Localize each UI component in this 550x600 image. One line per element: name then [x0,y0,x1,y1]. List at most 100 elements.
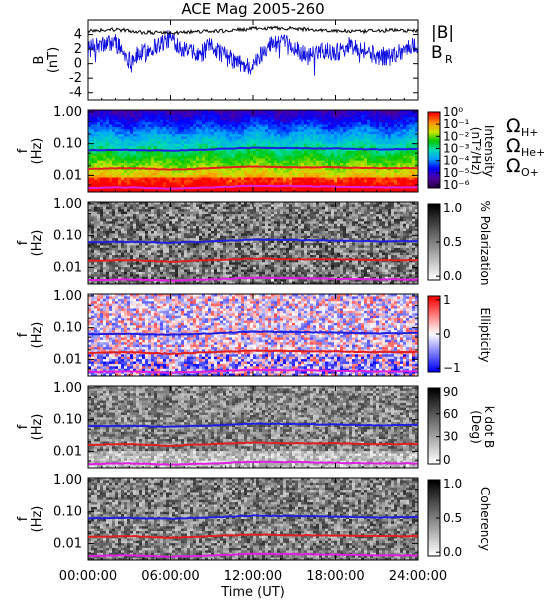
heatmap-cell [94,235,98,239]
heatmap-cell [334,119,338,123]
heatmap-cell [130,110,134,113]
heatmap-cell [337,179,341,183]
heatmap-cell [361,138,365,142]
heatmap-cell [130,211,134,215]
heatmap-cell [202,136,206,140]
heatmap-cell [223,136,227,140]
heatmap-cell [403,187,407,190]
heatmap-cell [166,138,170,142]
heatmap-cell [133,141,137,145]
heatmap-cell [259,163,263,166]
heatmap-cell [238,124,242,128]
heatmap-cell [400,143,404,147]
heatmap-cell [397,158,401,162]
heatmap-cell [115,262,119,266]
heatmap-cell [232,158,236,162]
heatmap-cell [118,126,122,130]
heatmap-cell [142,131,146,135]
heatmap-cell [175,247,179,251]
heatmap-cell [160,163,164,166]
heatmap-cell [271,158,275,162]
heatmap-cell [148,110,152,113]
heatmap-cell [298,151,302,154]
heatmap-cell [175,134,179,137]
heatmap-cell [106,216,110,220]
heatmap-cell [169,134,173,137]
heatmap-cell [373,124,377,128]
heatmap-cell [148,136,152,140]
heatmap-cell [100,136,104,140]
heatmap-cell [121,230,125,234]
heatmap-cell [274,124,278,128]
heatmap-cell [250,148,254,152]
heatmap-cell [112,119,116,123]
heatmap-cell [151,218,155,222]
heatmap-cell [181,179,185,183]
heatmap-cell [187,129,191,133]
heatmap-cell [367,136,371,140]
heatmap-cell [403,167,407,171]
heatmap-cell [358,114,362,118]
colorbar-tick-label: 10⁻⁵ [443,166,470,180]
heatmap-cell [301,189,305,193]
heatmap-cell [169,126,173,130]
heatmap-cell [136,146,140,149]
heatmap-cell [196,117,200,121]
heatmap-cell [121,279,125,282]
heatmap-cell [181,216,185,220]
heatmap-cell [337,117,341,121]
heatmap-cell [88,247,92,251]
heatmap-cell [106,264,110,268]
heatmap-cell [259,134,263,137]
heatmap-cell [100,233,104,237]
heatmap-cell [124,218,128,222]
heatmap-cell [202,141,206,145]
heatmap-cell [241,134,245,137]
heatmap-cell [391,124,395,128]
heatmap-cell [403,179,407,183]
heatmap-cell [163,206,167,210]
heatmap-cell [127,124,131,128]
heatmap-cell [250,189,254,193]
heatmap-cell [142,235,146,239]
heatmap-cell [292,182,296,186]
heatmap-cell [301,187,305,190]
heatmap-cell [289,153,293,157]
heatmap-cell [145,276,149,280]
heatmap-cell [355,155,359,159]
heatmap-cell [88,136,92,140]
heatmap-cell [139,257,143,261]
heatmap-cell [142,204,146,208]
heatmap-cell [292,148,296,152]
heatmap-cell [175,117,179,121]
heatmap-cell [238,110,242,113]
heatmap-cell [163,247,167,251]
heatmap-cell [268,167,272,171]
heatmap-cell [163,146,167,149]
heatmap-cell [328,163,332,166]
heatmap-cell [145,257,149,261]
y-tick-label: 2 [74,42,82,57]
heatmap-cell [88,264,92,268]
heatmap-cell [310,160,314,164]
heatmap-cell [334,182,338,186]
heatmap-cell [91,226,95,229]
heatmap-cell [130,129,134,133]
heatmap-cell [244,179,248,183]
heatmap-cell [220,177,224,181]
heatmap-cell [343,182,347,186]
heatmap-cell [406,138,410,142]
heatmap-cell [376,170,380,174]
heatmap-cell [301,158,305,162]
heatmap-cell [109,252,113,256]
heatmap-cell [226,167,230,171]
heatmap-cell [373,172,377,176]
heatmap-cell [280,114,284,118]
heatmap-cell [409,170,413,174]
heatmap-cell [370,163,374,166]
heatmap-cell [94,165,98,169]
heatmap-cell [199,189,203,193]
heatmap-cell [322,131,326,135]
heatmap-cell [301,182,305,186]
heatmap-cell [388,172,392,176]
